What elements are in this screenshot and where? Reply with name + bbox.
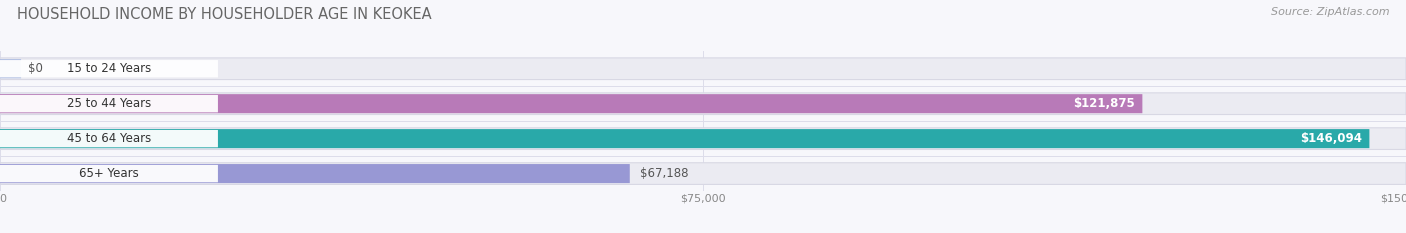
FancyBboxPatch shape xyxy=(0,163,1406,185)
Text: HOUSEHOLD INCOME BY HOUSEHOLDER AGE IN KEOKEA: HOUSEHOLD INCOME BY HOUSEHOLDER AGE IN K… xyxy=(17,7,432,22)
FancyBboxPatch shape xyxy=(0,165,218,182)
FancyBboxPatch shape xyxy=(0,60,218,77)
FancyBboxPatch shape xyxy=(0,156,1406,191)
Text: Source: ZipAtlas.com: Source: ZipAtlas.com xyxy=(1271,7,1389,17)
FancyBboxPatch shape xyxy=(0,51,1406,86)
Text: 65+ Years: 65+ Years xyxy=(79,167,139,180)
Text: 45 to 64 Years: 45 to 64 Years xyxy=(67,132,150,145)
FancyBboxPatch shape xyxy=(0,94,1142,113)
FancyBboxPatch shape xyxy=(0,86,1406,121)
Text: $146,094: $146,094 xyxy=(1301,132,1362,145)
FancyBboxPatch shape xyxy=(0,59,21,78)
FancyBboxPatch shape xyxy=(0,130,218,147)
FancyBboxPatch shape xyxy=(0,164,630,183)
FancyBboxPatch shape xyxy=(0,95,218,112)
Text: $67,188: $67,188 xyxy=(640,167,688,180)
Text: 15 to 24 Years: 15 to 24 Years xyxy=(67,62,150,75)
Text: $121,875: $121,875 xyxy=(1074,97,1135,110)
Text: $0: $0 xyxy=(28,62,44,75)
Text: 25 to 44 Years: 25 to 44 Years xyxy=(67,97,150,110)
FancyBboxPatch shape xyxy=(0,129,1369,148)
FancyBboxPatch shape xyxy=(0,121,1406,156)
FancyBboxPatch shape xyxy=(0,58,1406,80)
FancyBboxPatch shape xyxy=(0,93,1406,115)
FancyBboxPatch shape xyxy=(0,128,1406,150)
